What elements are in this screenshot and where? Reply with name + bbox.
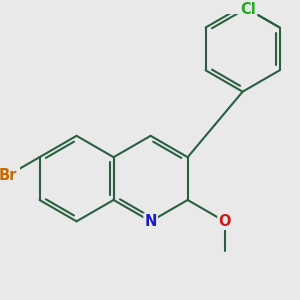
Text: N: N	[144, 214, 157, 229]
Text: Br: Br	[0, 168, 17, 183]
Text: O: O	[218, 214, 231, 229]
Text: Cl: Cl	[240, 2, 256, 17]
